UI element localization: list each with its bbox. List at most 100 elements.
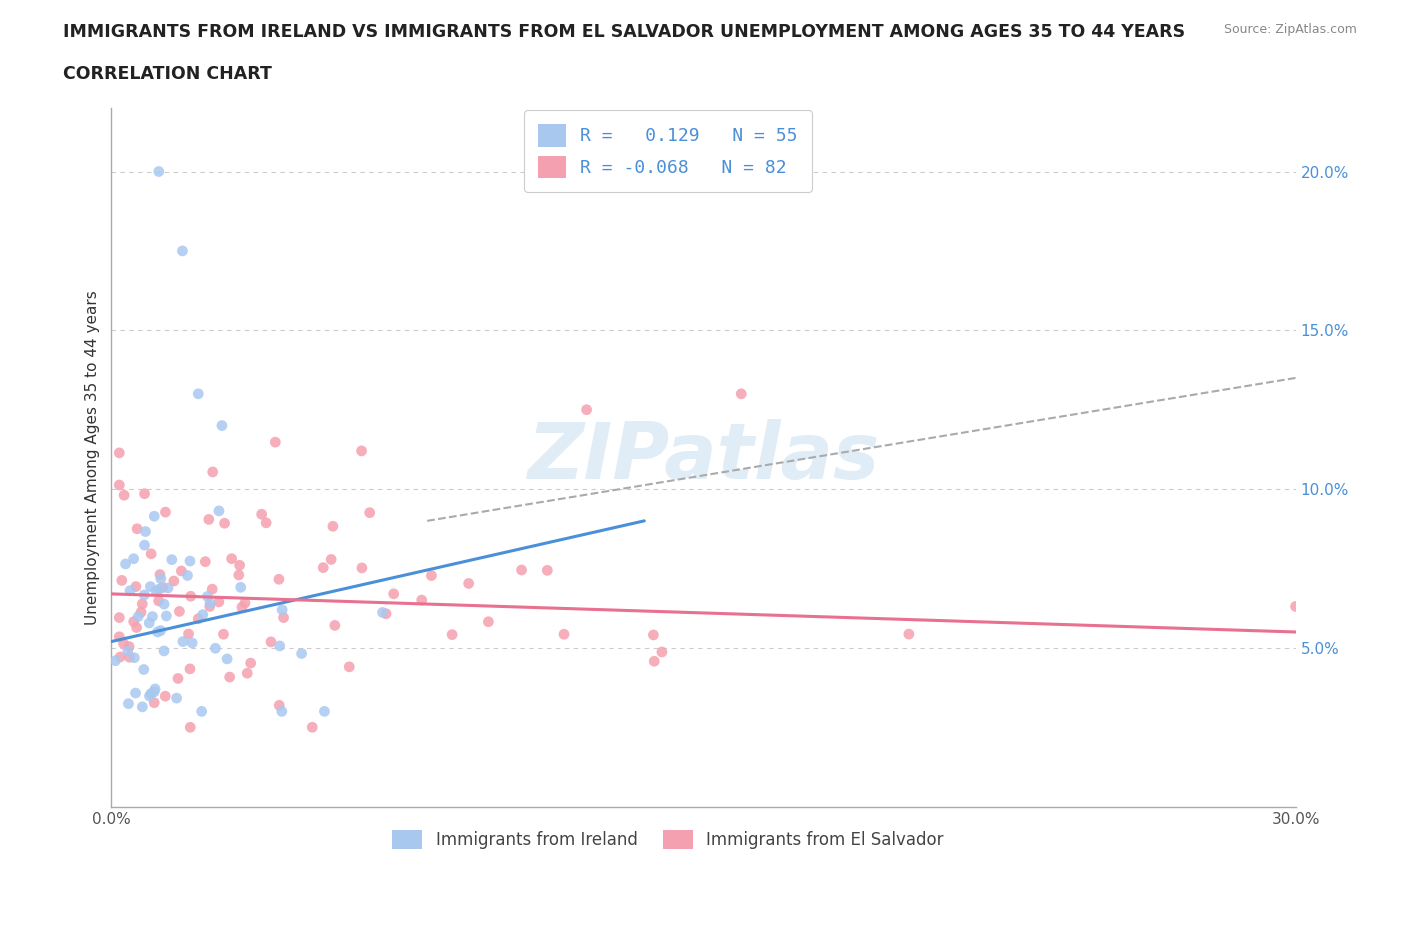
Point [190,704,212,719]
Point [167,671,190,686]
Point [269,639,291,654]
Point [411,592,433,607]
Point [172,244,194,259]
Point [236,666,259,681]
Legend: Immigrants from Ireland, Immigrants from El Salvador: Immigrants from Ireland, Immigrants from… [384,822,952,857]
Point [108,610,131,625]
Point [179,661,201,676]
Point [228,567,250,582]
Point [553,627,575,642]
Point [457,576,479,591]
Point [155,505,177,520]
Point [198,599,221,614]
Point [148,581,170,596]
Point [149,567,172,582]
Text: Source: ZipAtlas.com: Source: ZipAtlas.com [1223,23,1357,36]
Point [198,596,221,611]
Point [643,628,665,643]
Point [149,623,172,638]
Point [198,512,221,527]
Point [148,164,170,179]
Point [267,572,290,587]
Point [1284,599,1306,614]
Point [271,603,294,618]
Point [124,685,146,700]
Point [153,644,176,658]
Point [139,579,162,594]
Point [134,538,156,552]
Point [124,650,146,665]
Point [112,488,135,503]
Point [250,507,273,522]
Point [197,589,219,604]
Point [322,519,344,534]
Point [510,563,533,578]
Point [139,547,162,562]
Point [145,583,167,598]
Point [264,434,287,449]
Point [730,386,752,401]
Point [170,564,193,578]
Point [146,625,169,640]
Point [575,403,598,418]
Point [218,670,240,684]
Y-axis label: Unemployment Among Ages 35 to 44 years: Unemployment Among Ages 35 to 44 years [86,290,100,625]
Point [269,698,291,712]
Point [114,556,136,571]
Point [139,686,162,701]
Point [179,720,201,735]
Point [172,634,194,649]
Point [211,418,233,433]
Point [228,558,250,573]
Point [134,525,156,539]
Point [273,610,295,625]
Point [127,609,149,624]
Point [536,563,558,578]
Point [148,593,170,608]
Point [108,630,131,644]
Point [155,608,177,623]
Point [118,583,141,598]
Point [122,551,145,566]
Point [350,561,373,576]
Point [441,627,464,642]
Point [138,616,160,631]
Point [160,552,183,567]
Point [208,594,231,609]
Point [143,682,166,697]
Point [651,644,673,659]
Point [131,596,153,611]
Point [260,634,283,649]
Point [181,635,204,650]
Point [108,478,131,493]
Point [229,580,252,595]
Point [221,551,243,566]
Point [163,574,186,589]
Point [149,571,172,586]
Point [382,587,405,602]
Point [156,580,179,595]
Point [179,553,201,568]
Point [301,720,323,735]
Point [217,652,239,667]
Point [239,656,262,671]
Point [166,691,188,706]
Point [131,699,153,714]
Point [191,607,214,622]
Point [204,641,226,656]
Point [176,568,198,583]
Point [350,444,373,458]
Point [141,609,163,624]
Point [375,606,398,621]
Text: IMMIGRANTS FROM IRELAND VS IMMIGRANTS FROM EL SALVADOR UNEMPLOYMENT AMONG AGES 3: IMMIGRANTS FROM IRELAND VS IMMIGRANTS FR… [63,23,1185,41]
Point [254,515,277,530]
Point [134,588,156,603]
Text: CORRELATION CHART: CORRELATION CHART [63,65,273,83]
Point [112,636,135,651]
Point [359,505,381,520]
Point [337,659,360,674]
Point [143,509,166,524]
Point [132,662,155,677]
Point [201,581,224,596]
Point [104,653,127,668]
